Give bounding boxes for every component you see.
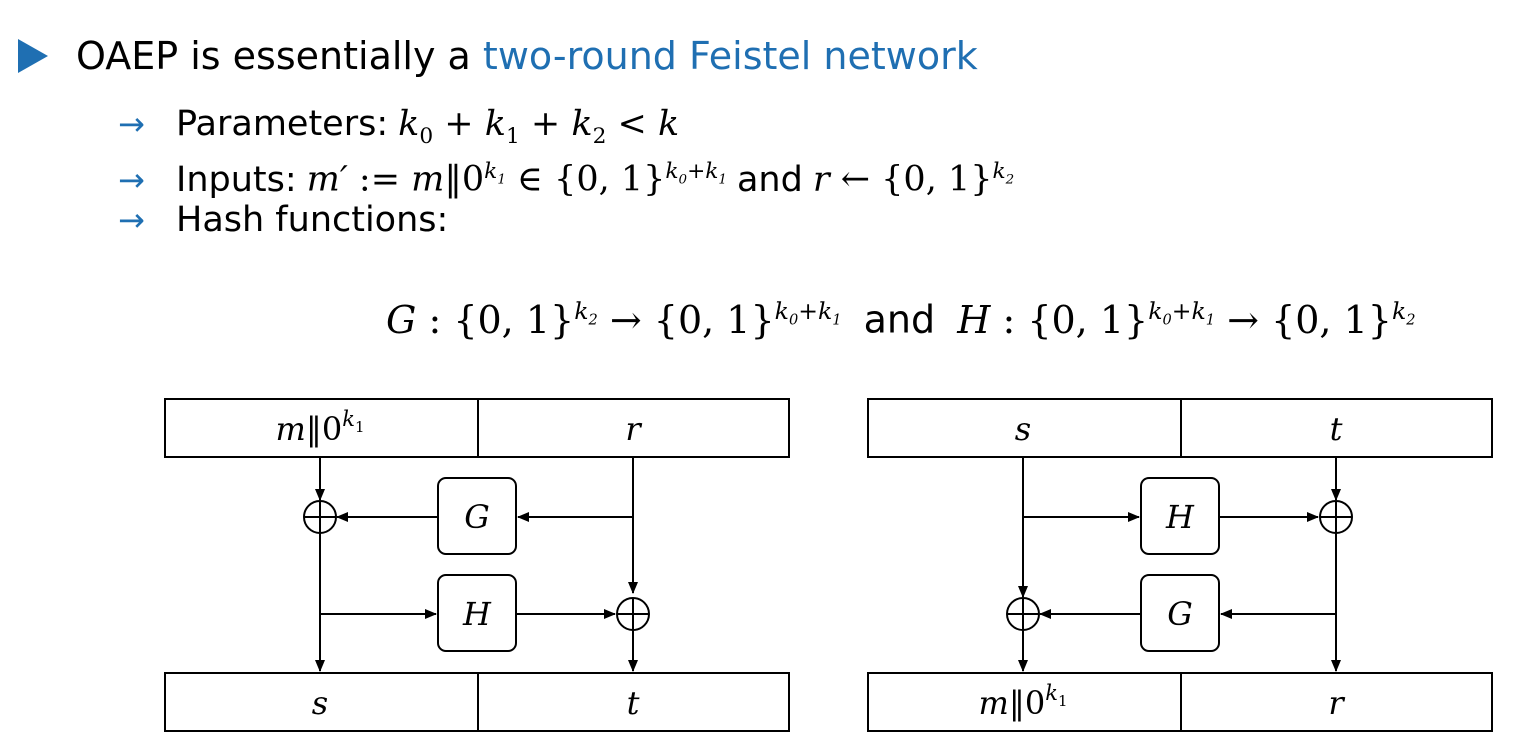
headline: OAEP is essentially a two-round Feistel … — [76, 30, 978, 82]
parameters-label: Parameters: — [176, 104, 389, 144]
hash-label: Hash functions: — [176, 200, 449, 240]
right-top-left-label: s — [1015, 410, 1031, 448]
right-box-H-label: H — [1165, 498, 1195, 536]
item-parameters: → Parameters: k0 + k1 + k2 < k — [118, 100, 679, 161]
right-box-G-label: G — [1167, 595, 1193, 633]
headline-highlight: two-round Feistel network — [482, 34, 978, 78]
item-inputs: → Inputs: m′ := m‖0k1 ∈ {0, 1}k0+k1 and … — [118, 148, 1014, 204]
triangle-bullet-icon — [18, 39, 48, 73]
xor-icon — [1006, 597, 1040, 631]
left-bottom-left-label: s — [312, 684, 328, 722]
arrow-right-icon: → — [118, 105, 145, 143]
xor-icon — [616, 597, 650, 631]
display-formula: G : {0, 1}k2 → {0, 1}k0+k1 and H : {0, 1… — [386, 297, 1416, 342]
arrow-right-icon: → — [118, 201, 145, 239]
right-bottom-right-label: r — [1328, 684, 1345, 722]
left-bottom-right-label: t — [627, 684, 640, 722]
inputs-label: Inputs: — [176, 159, 297, 200]
headline-prefix: OAEP is essentially a — [76, 34, 471, 78]
diagram-right — [867, 398, 1493, 732]
inputs-formula-part2: r ← {0, 1}k2 — [812, 159, 1015, 200]
xor-icon — [1319, 500, 1353, 534]
arrow-right-icon: → — [118, 160, 145, 199]
item-hash: → Hash functions: — [118, 196, 448, 244]
left-top-left-label: m‖0k1 — [276, 407, 365, 448]
left-box-H-label: H — [462, 595, 492, 633]
right-top-right-label: t — [1330, 410, 1343, 448]
left-box-G-label: G — [464, 498, 490, 536]
parameters-formula: k0 + k1 + k2 < k — [398, 104, 680, 149]
inputs-formula-part1: m′ := m‖0k1 ∈ {0, 1}k0+k1 — [306, 159, 727, 200]
inputs-connector: and — [736, 159, 803, 200]
left-top-right-label: r — [625, 410, 642, 448]
display-connector: and — [863, 297, 936, 342]
right-bottom-left-label: m‖0k1 — [979, 681, 1068, 722]
xor-icon — [303, 500, 337, 534]
diagram-left — [164, 398, 790, 732]
main-bullet: OAEP is essentially a two-round Feistel … — [18, 30, 978, 82]
